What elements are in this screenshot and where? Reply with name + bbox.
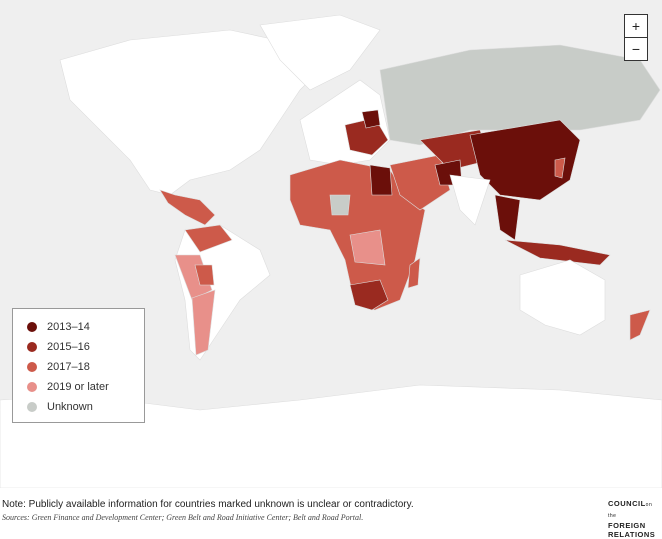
legend-label: 2019 or later bbox=[47, 381, 109, 393]
note: Note: Publicly available information for… bbox=[2, 499, 414, 510]
legend-swatch bbox=[27, 322, 37, 332]
legend-item: 2013–14 bbox=[27, 317, 144, 337]
logo-text: FOREIGN bbox=[608, 521, 646, 530]
legend-swatch bbox=[27, 362, 37, 372]
logo-text: RELATIONS bbox=[608, 530, 656, 539]
legend-item: 2019 or later bbox=[27, 377, 144, 397]
legend-item: Unknown bbox=[27, 397, 144, 417]
legend-swatch bbox=[27, 382, 37, 392]
zoom-out[interactable]: − bbox=[624, 37, 648, 61]
legend-swatch bbox=[27, 402, 37, 412]
legend: 2013–14 2015–16 2017–18 2019 or later Unknow… bbox=[12, 308, 145, 423]
logo: COUNCILon the FOREIGN RELATIONS bbox=[608, 499, 662, 539]
legend-swatch bbox=[27, 342, 37, 352]
legend-item: 2015–16 bbox=[27, 337, 144, 357]
zoom-in[interactable]: + bbox=[624, 14, 648, 38]
legend-label: 2015–16 bbox=[47, 341, 90, 353]
legend-item: 2017–18 bbox=[27, 357, 144, 377]
logo-text: COUNCIL bbox=[608, 499, 646, 508]
logo-text: on the bbox=[608, 502, 653, 519]
legend-label: Unknown bbox=[47, 401, 93, 413]
sources: Sources: Green Finance and Development C… bbox=[2, 513, 364, 522]
legend-label: 2013–14 bbox=[47, 321, 90, 333]
legend-label: 2017–18 bbox=[47, 361, 90, 373]
